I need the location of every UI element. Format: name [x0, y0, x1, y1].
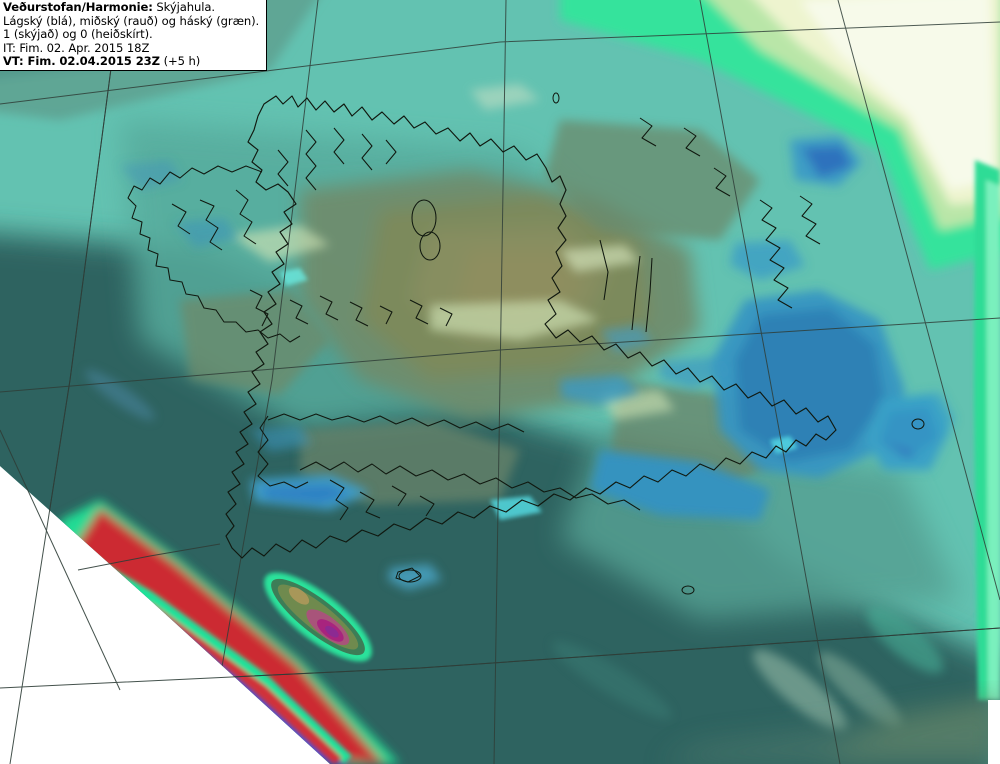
- east-fjords-detail: [599, 117, 821, 333]
- info-legend-box: Veðurstofan/Harmonie: Skýjahula. Lágský …: [0, 0, 267, 71]
- south-coast-detail: [257, 413, 641, 521]
- legend-line-levels: Lágský (blá), miðský (rauð) og háský (gr…: [3, 13, 260, 28]
- mid-cloud-lens: [264, 572, 372, 662]
- iceland-coastline: [225, 95, 837, 559]
- legend-line-init-time: IT: Fim. 02. Apr. 2015 18Z: [3, 40, 150, 55]
- legend-line-product: Veðurstofan/Harmonie: Skýjahula.: [3, 0, 266, 15]
- legend-line-valid-time: VT: Fim. 02.04.2015 23Z (+5 h): [3, 55, 266, 69]
- valid-time-label: VT: Fim. 02.04.2015 23Z: [3, 54, 160, 69]
- legend-line-scale: 1 (skýjað) og 0 (heiðskírt).: [3, 27, 153, 42]
- provider-label: Veðurstofan/Harmonie:: [3, 0, 153, 14]
- valid-time-offset: (+5 h): [163, 54, 201, 69]
- islands: [395, 92, 925, 595]
- parameter-label: Skýjahula.: [156, 0, 215, 14]
- westfjords-detail: [127, 127, 453, 343]
